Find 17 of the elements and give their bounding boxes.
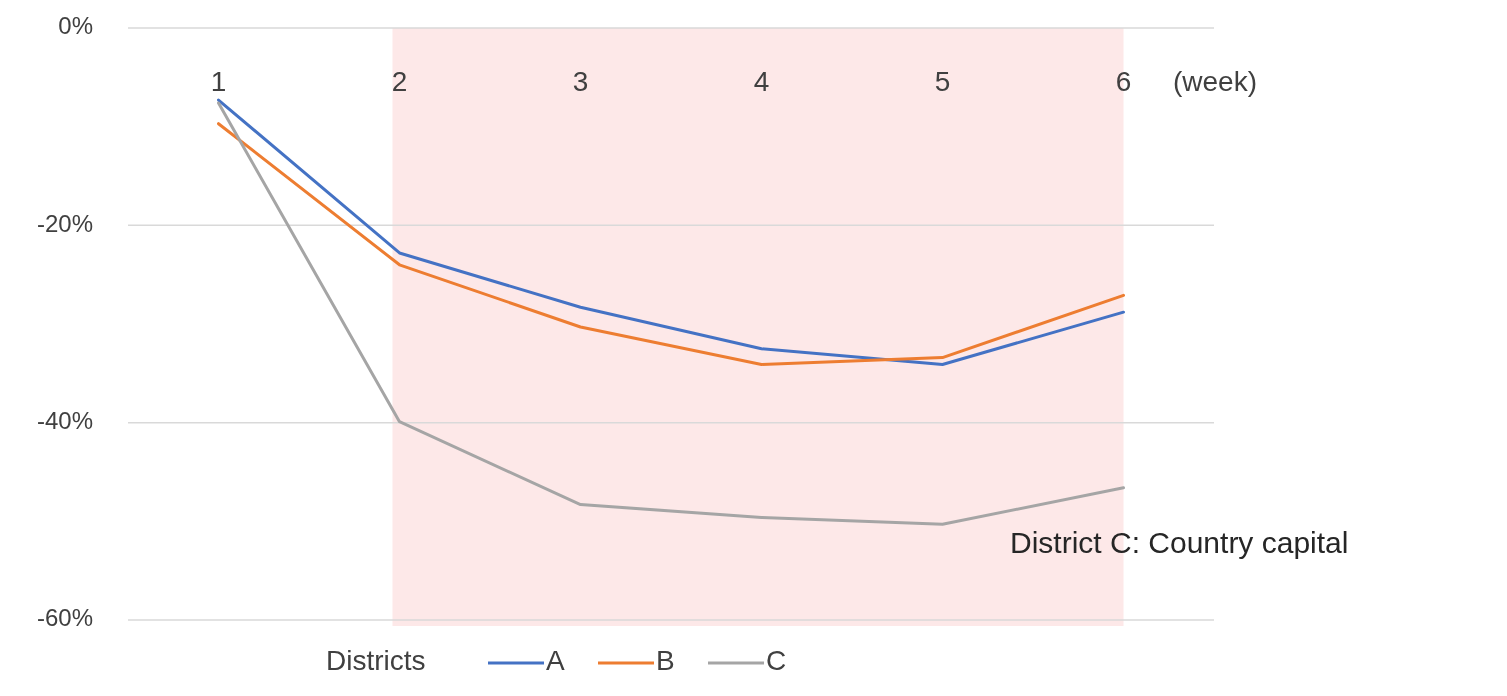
- x-tick-label: 2: [391, 66, 408, 98]
- line-series: [217, 101, 1125, 526]
- x-tick-label: 4: [753, 66, 770, 98]
- x-tick-label: 5: [934, 66, 951, 98]
- y-tick-label: -60%: [36, 604, 93, 632]
- legend-label: A: [546, 645, 565, 677]
- y-tick-label: 0%: [58, 12, 93, 40]
- y-tick-label: -20%: [36, 209, 93, 237]
- legend-label: B: [656, 645, 675, 677]
- y-tick-label: -40%: [36, 407, 93, 435]
- x-tick-label: 6: [1115, 66, 1132, 98]
- annotation: District C: Country capital: [1010, 525, 1349, 559]
- legend-title: Districts: [326, 645, 426, 677]
- legend-label: C: [766, 645, 787, 677]
- x-tick-label: 1: [210, 66, 227, 98]
- x-axis-title: (week): [1173, 66, 1258, 98]
- x-tick-label: 3: [572, 66, 589, 98]
